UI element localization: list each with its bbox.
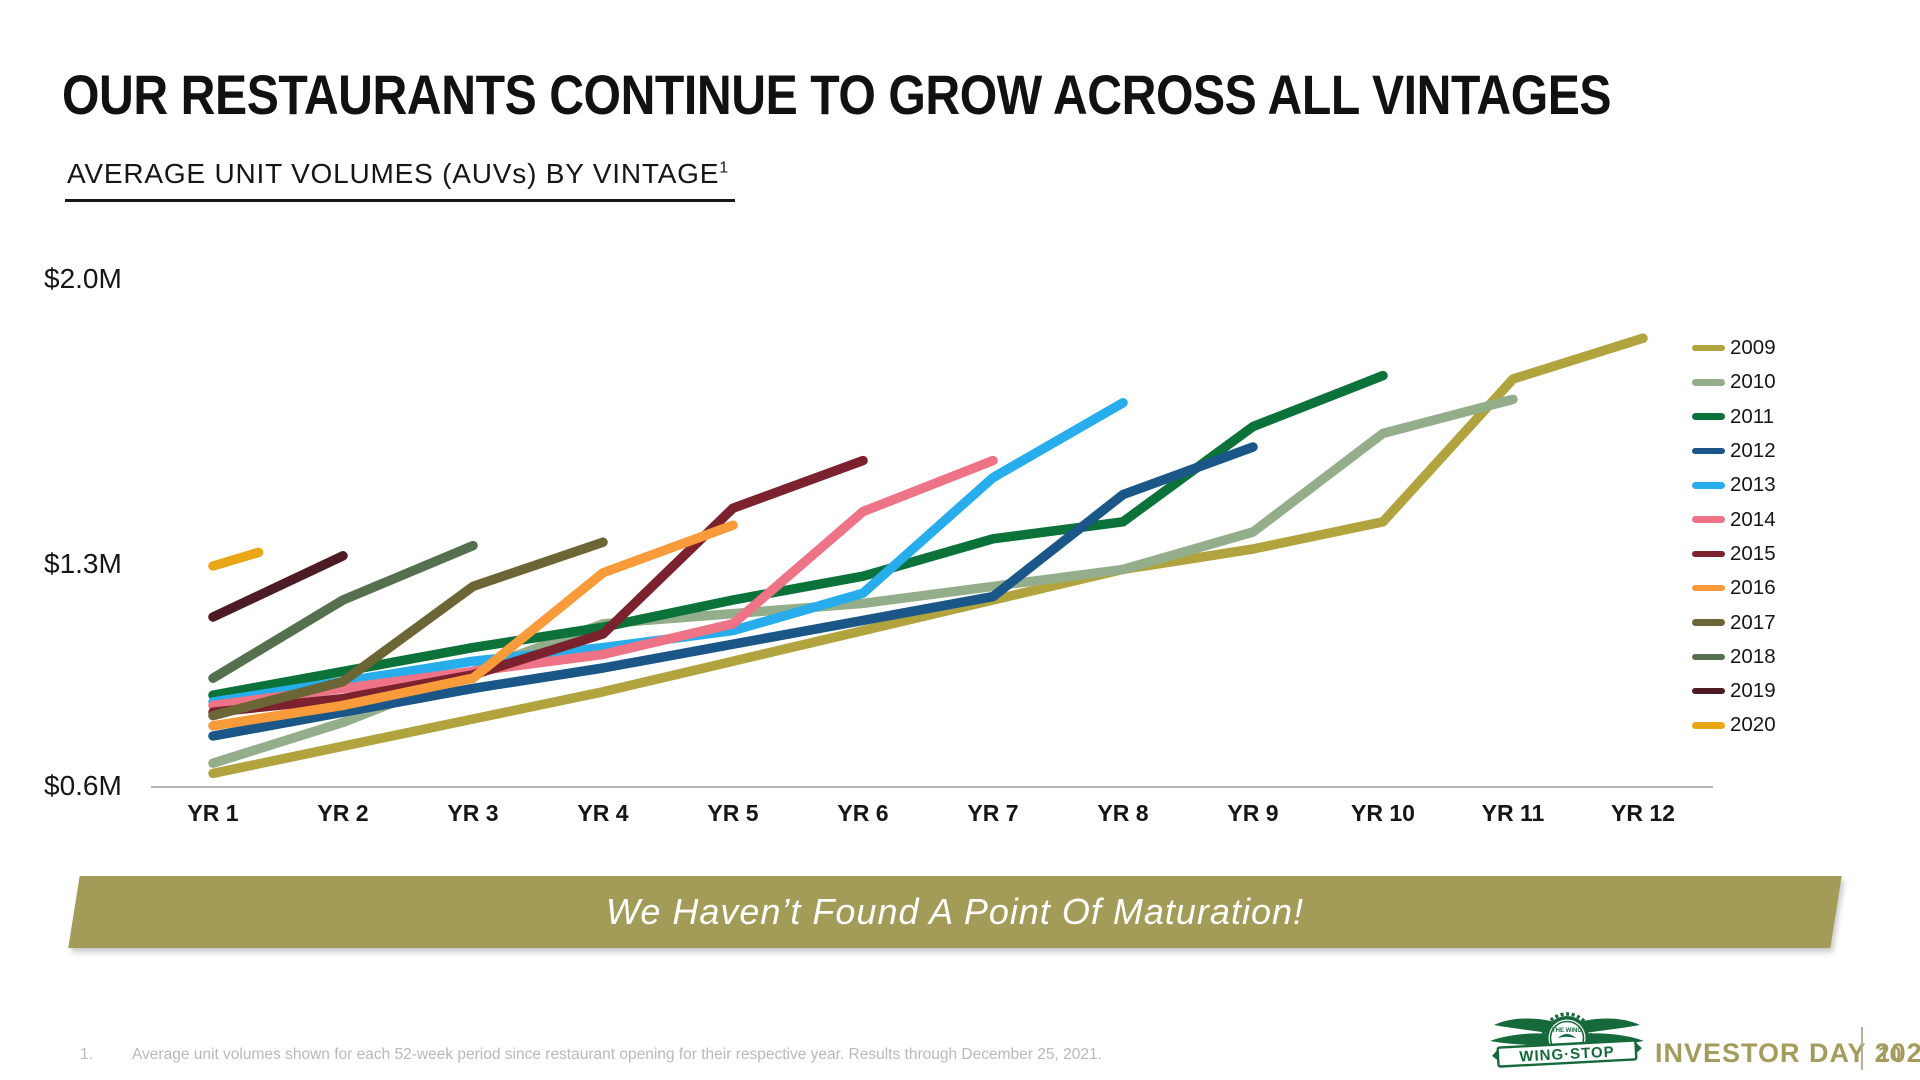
series-line-2010 [208,394,1518,768]
maturation-banner: We Haven’t Found A Point Of Maturation! [68,876,1842,948]
legend-item-2009: 2009 [1692,331,1776,365]
maturation-banner-text: We Haven’t Found A Point Of Maturation! [606,891,1304,932]
legend-swatch-2018 [1692,653,1725,661]
series-line-2018 [208,540,478,683]
series-line-2016 [208,520,738,731]
footnote-number: 1. [80,1046,93,1063]
legend-item-2013: 2013 [1692,468,1776,502]
series-line-2019 [208,551,348,622]
legend-swatch-2017 [1692,619,1725,626]
y-axis-tick-$0.6M: $0.6M [44,770,122,801]
legend-item-2011: 2011 [1692,400,1776,434]
legend-label-2009: 2009 [1730,336,1776,360]
series-line-2014 [208,455,998,711]
legend-label-2018: 2018 [1730,644,1776,668]
y-axis-tick-$2.0M: $2.0M [44,263,122,294]
series-line-2012 [208,442,1258,741]
x-axis-tick-1: YR 1 [187,800,239,826]
x-axis-tick-10: YR 10 [1351,800,1415,826]
legend-label-2017: 2017 [1730,610,1776,634]
legend-swatch-2019 [1692,687,1725,695]
legend-label-2020: 2020 [1730,713,1776,737]
legend-label-2012: 2012 [1730,439,1776,463]
legend-label-2014: 2014 [1730,507,1776,531]
wingstop-logo-ribbon: WING·STOP [1491,1039,1642,1068]
x-axis-tick-9: YR 9 [1227,800,1279,826]
legend-item-2019: 2019 [1692,674,1776,708]
x-axis-tick-2: YR 2 [317,800,369,826]
legend-swatch-2009 [1692,344,1725,352]
svg-text:WING·STOP: WING·STOP [1519,1044,1615,1066]
legend-item-2017: 2017 [1692,605,1776,639]
footer-divider [1861,1027,1863,1070]
chart-legend: 2009 2010 2011 2012 2013 2014 2015 2016 2017 2018… [1692,331,1776,743]
subtitle-footnote-marker: 1 [719,159,729,177]
wingstop-logo: THE WING EXPERTS WING·STOP [1490,1012,1644,1068]
x-axis-tick-6: YR 6 [837,800,889,826]
legend-label-2019: 2019 [1730,679,1776,703]
x-axis-tick-11: YR 11 [1481,800,1545,826]
legend-item-2012: 2012 [1692,434,1776,468]
x-axis-tick-7: YR 7 [967,800,1019,826]
series-line-2009 [208,333,1648,779]
svg-text:THE WING: THE WING [1552,1028,1582,1034]
page-title: OUR RESTAURANTS CONTINUE TO GROW ACROSS … [62,62,1612,126]
investor-day-label: INVESTOR DAY 2022 [1655,1038,1920,1068]
legend-label-2011: 2011 [1730,404,1775,428]
legend-item-2020: 2020 [1692,708,1776,742]
footnote-text: Average unit volumes shown for each 52-w… [132,1046,1102,1063]
legend-label-2013: 2013 [1730,473,1776,497]
chart-section-subtitle: AVERAGE UNIT VOLUMES (AUVs) BY VINTAGE1 [65,158,735,202]
subtitle-text: AVERAGE UNIT VOLUMES (AUVs) BY VINTAGE [67,158,720,189]
x-axis-tick-5: YR 5 [707,800,759,826]
page-number: 10 [1878,1043,1902,1066]
x-axis-line [151,786,1713,788]
legend-item-2018: 2018 [1692,640,1776,674]
legend-swatch-2020 [1692,722,1725,729]
legend-swatch-2010 [1692,379,1725,386]
legend-item-2014: 2014 [1692,502,1776,536]
legend-item-2016: 2016 [1692,571,1776,605]
legend-label-2010: 2010 [1730,370,1776,394]
series-line-2017 [208,537,608,721]
y-axis-tick-$1.3M: $1.3M [44,548,122,579]
legend-item-2010: 2010 [1692,365,1776,399]
footnote: 1. Average unit volumes shown for each 5… [80,1046,1102,1064]
legend-label-2015: 2015 [1730,541,1776,565]
legend-swatch-2013 [1692,482,1725,489]
legend-swatch-2012 [1692,447,1725,455]
legend-swatch-2015 [1692,550,1725,558]
series-line-2020 [208,547,264,571]
x-axis-tick-12: YR 12 [1611,800,1675,826]
x-axis-tick-8: YR 8 [1097,800,1149,826]
legend-swatch-2014 [1692,516,1725,523]
x-axis-tick-3: YR 3 [447,800,499,826]
legend-swatch-2011 [1692,413,1725,420]
legend-item-2015: 2015 [1692,537,1776,571]
series-line-2015 [208,455,868,717]
legend-label-2016: 2016 [1730,576,1776,600]
x-axis-tick-4: YR 4 [577,800,629,826]
legend-swatch-2016 [1692,584,1725,592]
